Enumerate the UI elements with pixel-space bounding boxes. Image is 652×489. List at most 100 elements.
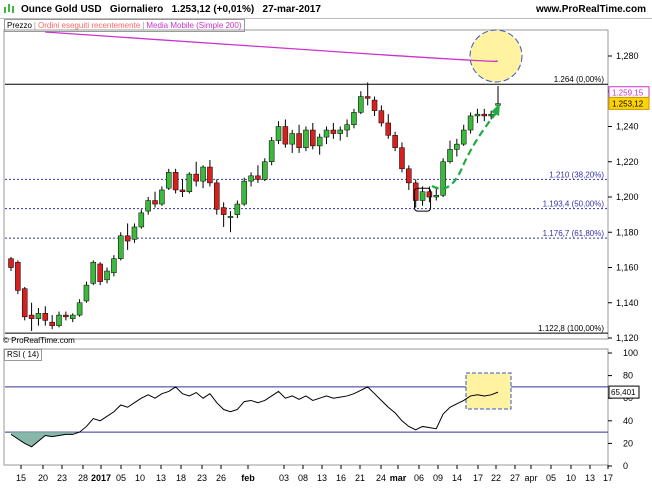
pattern-box: [414, 187, 432, 212]
candlestick: [69, 314, 76, 319]
x-tick-label: 18: [176, 473, 186, 483]
x-tick-label: 2017: [91, 473, 111, 483]
fibonacci-level-label: 1.210 (38,20%): [549, 170, 604, 179]
x-tick-label: 03: [279, 473, 289, 483]
x-tick-label: 23: [197, 473, 207, 483]
candlestick: [220, 207, 227, 215]
rsi-value-label: 65,401: [611, 388, 636, 397]
candlestick: [392, 135, 398, 148]
fibonacci-level-label: 1.176,7 (61,80%): [543, 229, 605, 238]
timeframe: Giornaliero: [109, 4, 164, 15]
candlestick: [481, 113, 488, 117]
legend-ma[interactable]: Media Mobile (Simple 200): [146, 21, 242, 30]
price-tick-label: 1,280: [616, 51, 639, 61]
candlestick: [406, 168, 412, 184]
rsi-tick-label: 80: [623, 371, 633, 381]
site-link[interactable]: www.ProRealTime.com: [535, 4, 646, 15]
x-tick-label: 05: [546, 473, 556, 483]
candlestick: [56, 314, 62, 326]
candlestick: [310, 129, 316, 147]
rsi-panel-frame: [3, 348, 609, 466]
chart-date: 27-mar-2017: [262, 4, 321, 15]
candlestick: [131, 226, 138, 240]
x-tick-label: feb: [241, 473, 255, 483]
candlestick: [399, 147, 405, 170]
copyright: © ProRealTime.com: [3, 336, 75, 345]
candlestick: [454, 143, 460, 150]
last-price-tag: 1.253,12: [608, 96, 650, 110]
candlestick: [440, 161, 446, 196]
x-tick-label: 20: [38, 473, 48, 483]
candlestick: [248, 175, 254, 182]
candlestick: [35, 313, 42, 319]
candlestick: [49, 321, 55, 326]
candlestick: [241, 180, 247, 205]
candlestick: [172, 172, 179, 191]
candlestick: [364, 96, 371, 99]
x-tick-label: 23: [57, 473, 67, 483]
x-tick-label: 14: [452, 473, 462, 483]
chart-header: Ounce Gold USD Giornaliero 1.253,12 (+0,…: [0, 0, 652, 18]
candlestick: [289, 133, 295, 145]
x-tick-label: 13: [156, 473, 166, 483]
candlestick: [303, 129, 309, 148]
rsi-line: [10, 386, 499, 448]
price-tick-label: 1,220: [616, 157, 639, 167]
x-tick-label: 17: [603, 473, 613, 483]
price-panel-frame: [3, 29, 609, 340]
x-tick-label: 08: [298, 473, 308, 483]
candlestick: [83, 284, 90, 302]
x-tick-label: 16: [336, 473, 346, 483]
x-tick-label: 28: [78, 473, 88, 483]
candlestick: [90, 261, 97, 284]
legend-price[interactable]: Prezzo: [7, 21, 32, 30]
highlight-circle: [469, 29, 523, 83]
candlestick: [234, 203, 241, 215]
candlestick: [117, 235, 124, 259]
legend-orders[interactable]: Ordini eseguiti recentemente: [37, 21, 141, 30]
price-tick-label: 1,120: [616, 333, 639, 343]
x-tick-label: 13: [585, 473, 595, 483]
x-tick-label: 27: [510, 473, 520, 483]
chart-type-icon: [4, 4, 14, 13]
candlestick: [323, 129, 330, 138]
rsi-tick-label: 100: [623, 348, 638, 358]
candlestick: [358, 96, 364, 113]
candlestick: [467, 115, 474, 131]
candlestick: [166, 172, 172, 189]
candlestick: [275, 126, 282, 141]
instrument-name: Ounce Gold USD: [21, 4, 102, 15]
rsi-tick-label: 0: [623, 461, 628, 471]
candlestick: [419, 191, 426, 201]
candlestick: [63, 314, 69, 318]
candlestick: [460, 129, 467, 145]
candlestick: [282, 126, 289, 145]
candlestick: [152, 200, 158, 205]
x-tick-label: 15: [16, 473, 26, 483]
x-tick-label: 10: [135, 473, 145, 483]
candlestick: [124, 235, 131, 242]
rsi-value-tag: [608, 385, 640, 399]
candlestick: [179, 189, 186, 192]
rsi-highlight-box: [465, 372, 512, 410]
moving-average-line: [44, 31, 498, 63]
fibonacci-level-label: 1.122,8 (100,00%): [538, 324, 604, 333]
x-tick-label: 24: [376, 473, 386, 483]
candlestick: [186, 173, 193, 192]
candlestick: [296, 133, 302, 148]
candlestick: [378, 110, 385, 124]
candlestick: [371, 99, 378, 111]
candlestick: [193, 173, 199, 182]
candlestick: [316, 136, 323, 147]
fibonacci-level-label: 1.193,4 (50,00%): [543, 200, 605, 209]
candlestick: [351, 112, 357, 125]
x-tick-label: 10: [566, 473, 576, 483]
rsi-legend[interactable]: RSI ( 14): [4, 349, 43, 361]
rsi-tick-label: 20: [623, 438, 633, 448]
price-tag-label: 1.253,12: [612, 99, 644, 108]
candlestick: [200, 166, 206, 182]
candlestick: [8, 258, 14, 268]
candlestick: [159, 189, 165, 205]
x-tick-label: 26: [216, 473, 226, 483]
